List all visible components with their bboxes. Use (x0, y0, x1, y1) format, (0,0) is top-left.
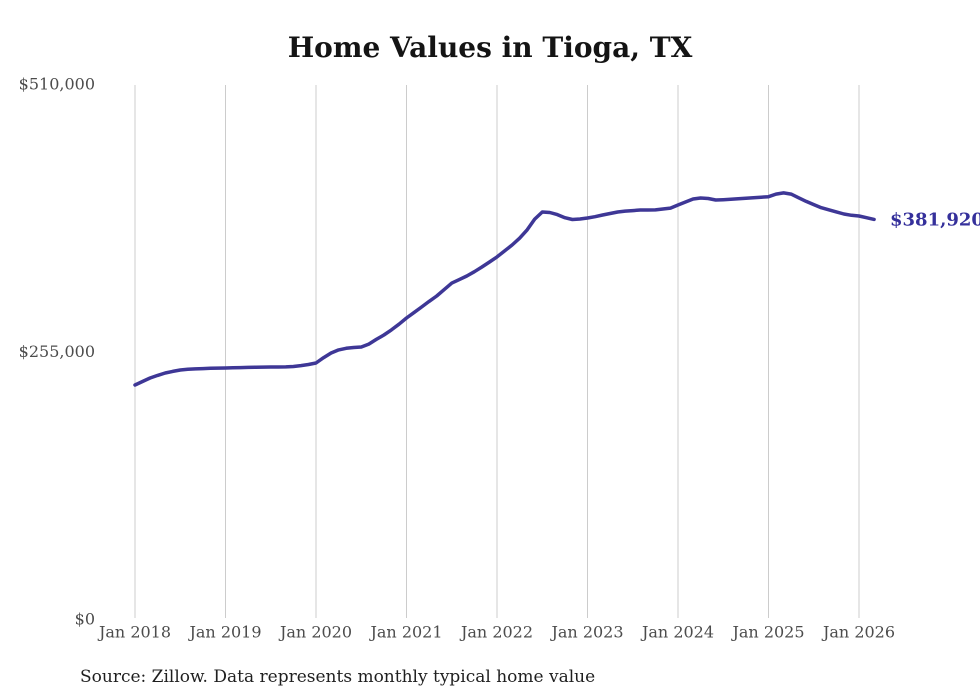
x-tick-label: Jan 2025 (730, 623, 804, 642)
home-value-line (133, 191, 876, 387)
y-tick-label: $510,000 (19, 75, 95, 94)
y-tick-label: $255,000 (19, 342, 95, 361)
x-tick-label: Jan 2024 (640, 623, 714, 642)
x-tick-label: Jan 2019 (187, 623, 261, 642)
end-value-label: $381,920 (890, 209, 980, 230)
source-note: Source: Zillow. Data represents monthly … (80, 667, 596, 687)
x-tick-label: Jan 2023 (549, 623, 623, 642)
x-tick-label: Jan 2022 (459, 623, 533, 642)
y-tick-label: $0 (75, 610, 95, 629)
x-tick-label: Jan 2018 (97, 623, 171, 642)
chart-title: Home Values in Tioga, TX (287, 31, 693, 64)
x-tick-label: Jan 2021 (368, 623, 442, 642)
x-tick-label: Jan 2026 (821, 623, 895, 642)
x-tick-label: Jan 2020 (278, 623, 352, 642)
